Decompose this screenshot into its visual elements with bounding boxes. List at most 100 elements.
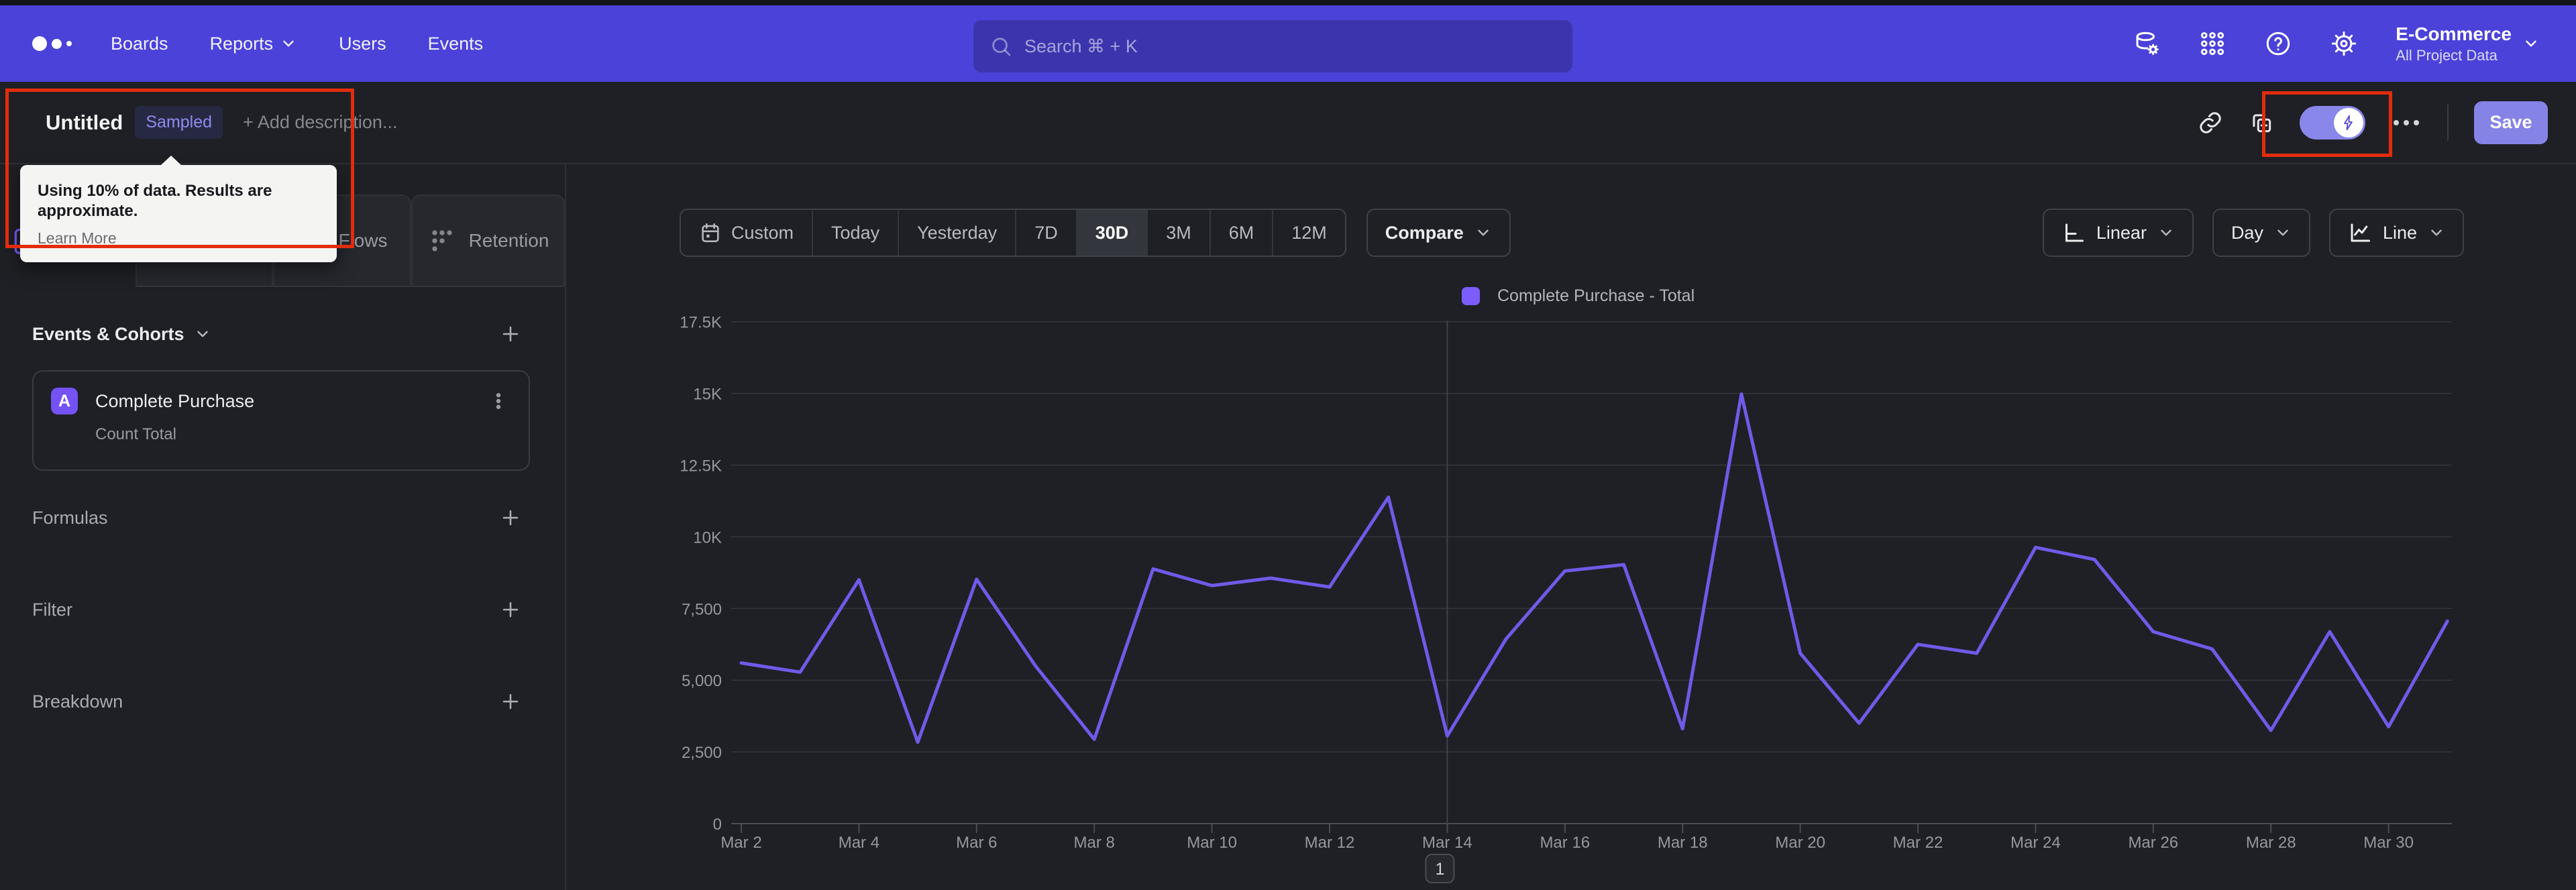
range-today[interactable]: Today	[812, 210, 898, 256]
scale-label: Linear	[2096, 222, 2147, 243]
more-options-icon[interactable]	[2391, 110, 2422, 135]
scale-dropdown[interactable]: Linear	[2042, 209, 2194, 257]
event-name: Complete Purchase	[95, 390, 255, 411]
nav-menu: Boards Reports Users Events	[111, 34, 483, 54]
tab-retention[interactable]: Retention	[411, 194, 565, 287]
add-description[interactable]: + Add description...	[243, 112, 398, 132]
event-card[interactable]: A Complete Purchase Count Total	[32, 370, 530, 471]
chevron-down-icon	[2431, 229, 2442, 236]
chevron-down-icon	[1478, 229, 1489, 236]
apps-grid-icon[interactable]	[2198, 30, 2226, 58]
copy-add-icon[interactable]	[2249, 110, 2274, 135]
nav-item-users[interactable]: Users	[339, 34, 386, 54]
section-label: Filter	[32, 599, 72, 620]
add-event-button[interactable]	[499, 323, 522, 345]
query-sidebar: InsightsFunnelsFlowsRetention Events & C…	[0, 164, 566, 890]
range-label: 6M	[1228, 222, 1254, 243]
share-link-icon[interactable]	[2198, 110, 2223, 135]
compare-button[interactable]: Compare	[1366, 209, 1511, 257]
add-breakdown-button[interactable]	[499, 690, 522, 713]
add-filter-button[interactable]	[499, 598, 522, 621]
learn-more-link[interactable]: Learn More	[38, 229, 117, 247]
date-range-group: Custom Today Yesterday 7D 30D 3M 6M 12M	[680, 209, 1346, 257]
range-label: Yesterday	[917, 222, 998, 243]
range-label: Today	[831, 222, 880, 243]
divider	[2447, 104, 2449, 141]
chevron-down-icon	[2277, 229, 2288, 236]
nav-item-label: Boards	[111, 33, 168, 54]
display-controls: Linear Day Line	[2042, 209, 2464, 257]
legend-label: Complete Purchase - Total	[1497, 286, 1695, 305]
query-sections: Formulas Filter Breakdown	[32, 503, 530, 716]
tab-label: Flows	[338, 230, 388, 251]
annotation-marker-badge[interactable]	[1425, 854, 1455, 883]
range-30d[interactable]: 30D	[1075, 210, 1147, 256]
range-label: 7D	[1034, 222, 1058, 243]
top-nav: Boards Reports Users Events Search ⌘ + K E-…	[0, 5, 2576, 82]
lightning-icon	[2344, 115, 2353, 130]
chart-area: Custom Today Yesterday 7D 30D 3M 6M 12M Compare…	[566, 164, 2576, 890]
project-scope: All Project Data	[2396, 46, 2498, 64]
toggle-knob	[2334, 107, 2363, 137]
nav-item-reports[interactable]: Reports	[210, 34, 298, 54]
mixpanel-logo[interactable]	[32, 36, 72, 51]
range-label: Custom	[731, 222, 794, 243]
add-formulas-button[interactable]	[499, 506, 522, 529]
nav-item-events[interactable]: Events	[428, 34, 484, 54]
legend-swatch	[1462, 287, 1480, 305]
annotation-box-toggle	[2262, 91, 2392, 157]
report-title[interactable]: Untitled	[46, 110, 123, 134]
range-label: 12M	[1291, 222, 1327, 243]
range-3m[interactable]: 3M	[1146, 210, 1210, 256]
sampling-toggle[interactable]	[2262, 91, 2392, 157]
search-input[interactable]: Search ⌘ + K	[973, 20, 1572, 72]
range-label: 3M	[1166, 222, 1191, 243]
nav-item-label: Events	[427, 33, 484, 54]
range-6m[interactable]: 6M	[1209, 210, 1273, 256]
search-icon	[992, 38, 1011, 56]
retention-icon	[431, 230, 452, 252]
date-controls: Custom Today Yesterday 7D 30D 3M 6M 12M Compare	[680, 209, 1511, 257]
chart-type-label: Line	[2382, 222, 2417, 243]
section-breakdown: Breakdown	[32, 687, 530, 716]
search-placeholder: Search ⌘ + K	[1024, 36, 1138, 56]
nav-item-label: Users	[339, 33, 386, 54]
section-label: Formulas	[32, 507, 108, 528]
query-builder: Events & Cohorts A Complete Purchase Cou…	[0, 321, 565, 716]
interval-label: Day	[2231, 222, 2263, 243]
sampled-badge[interactable]: Sampled	[135, 106, 223, 139]
report-actions: Save	[2198, 91, 2576, 157]
help-icon[interactable]	[2264, 30, 2292, 58]
chart-type-dropdown[interactable]: Line	[2328, 209, 2464, 257]
calendar-icon	[702, 223, 719, 243]
settings-gear-icon[interactable]	[2330, 30, 2358, 58]
nav-item-boards[interactable]: Boards	[111, 34, 168, 54]
window-edge	[0, 0, 2576, 5]
events-cohorts-label: Events & Cohorts	[32, 323, 184, 344]
event-metric[interactable]: Count Total	[95, 425, 176, 443]
range-yesterday[interactable]: Yesterday	[898, 210, 1015, 256]
line-chart-icon	[2351, 223, 2370, 242]
chart-controls: Custom Today Yesterday 7D 30D 3M 6M 12M Compare…	[680, 209, 2464, 257]
range-label: 30D	[1095, 222, 1129, 243]
sampling-tooltip: Using 10% of data. Results are approxima…	[20, 156, 337, 262]
tab-label: Retention	[468, 230, 549, 251]
section-filter: Filter	[32, 595, 530, 624]
save-button[interactable]: Save	[2474, 101, 2548, 144]
nav-item-label: Reports	[209, 33, 274, 54]
interval-dropdown[interactable]: Day	[2212, 209, 2310, 257]
report-header: Untitled Sampled + Add description... Sa…	[0, 82, 2576, 164]
range-12m[interactable]: 12M	[1272, 210, 1345, 256]
tooltip-text: Using 10% of data. Results are approxima…	[38, 182, 272, 220]
event-menu-icon[interactable]	[488, 391, 508, 411]
linear-axis-icon	[2065, 223, 2084, 242]
range-custom[interactable]: Custom	[681, 210, 812, 256]
chevron-down-icon	[197, 331, 208, 337]
events-cohorts-header[interactable]: Events & Cohorts	[32, 321, 530, 347]
range-7d[interactable]: 7D	[1015, 210, 1076, 256]
chart-legend[interactable]: Complete Purchase - Total	[1462, 286, 1695, 306]
data-management-icon[interactable]	[2133, 30, 2161, 58]
section-formulas: Formulas	[32, 503, 530, 533]
project-selector[interactable]: E-Commerce All Project Data	[2396, 23, 2540, 64]
project-name: E-Commerce	[2396, 23, 2512, 44]
